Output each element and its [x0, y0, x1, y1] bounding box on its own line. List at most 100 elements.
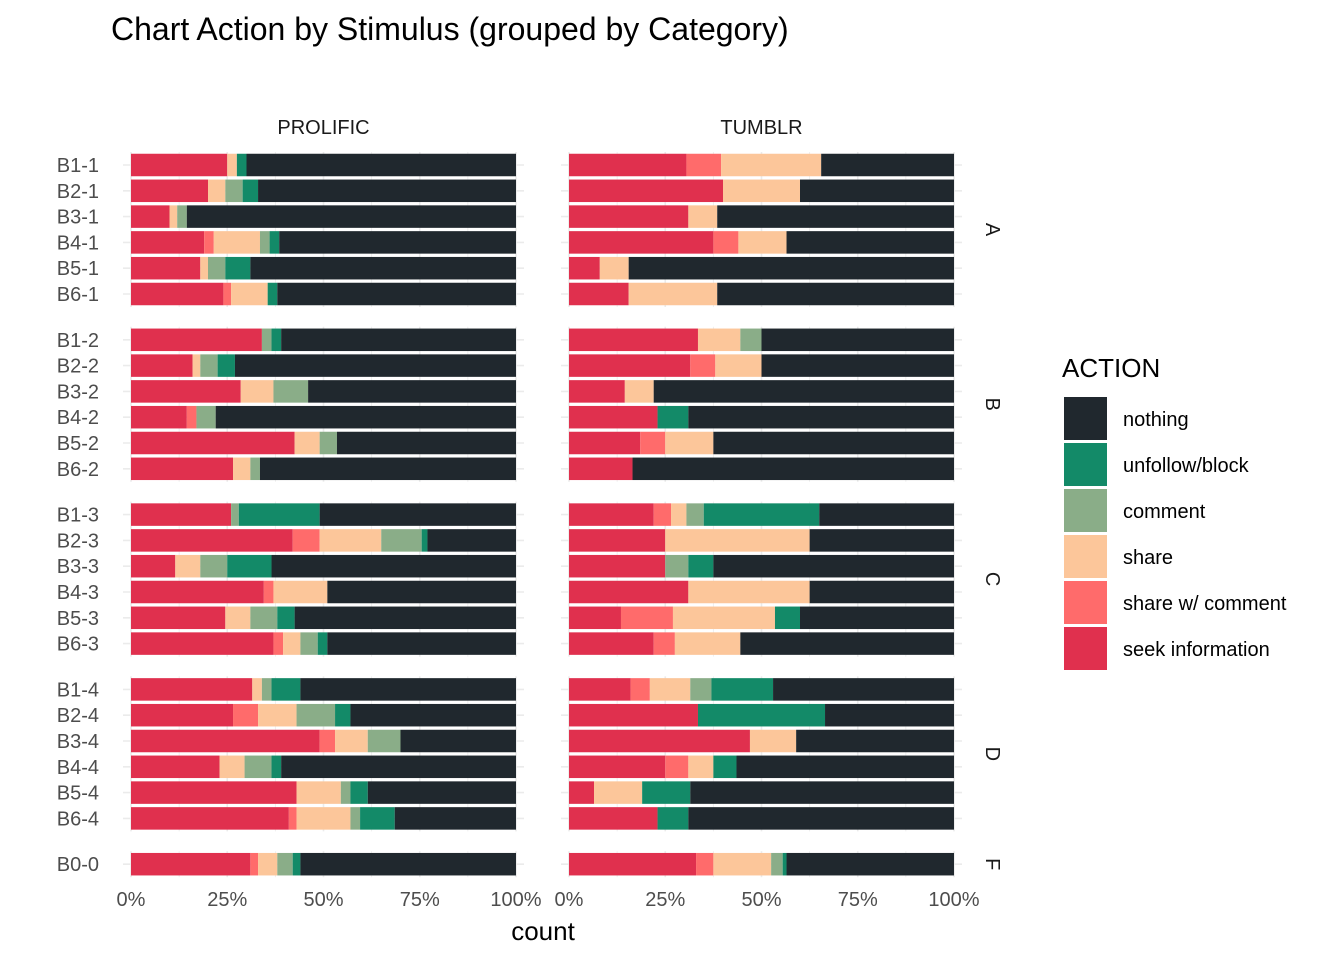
bar-segment-comment: [196, 405, 216, 429]
bar-segment-nothing: [773, 678, 954, 701]
bar-segment-share: [319, 529, 382, 552]
legend-item: unfollow/block: [1064, 443, 1250, 486]
bar-segment-nothing: [786, 852, 954, 876]
bar-segment-share: [624, 380, 654, 403]
bar-segment-seek-information: [131, 231, 205, 254]
facet-strip-prolific: PROLIFIC: [277, 117, 369, 139]
bar-segment-share-w-comment: [653, 503, 672, 526]
bar-segment-share-w-comment: [233, 703, 259, 727]
bar-segment-share-w-comment: [186, 405, 197, 429]
bar-segment-seek-information: [569, 729, 750, 753]
facet-panels: PROLIFIC TUMBLRB1-1B2-1B3-1B4-1B5-1B6-1AB…: [57, 117, 1003, 911]
bar-segment-seek-information: [131, 431, 295, 455]
x-tick-label: 25%: [645, 889, 685, 911]
bar-segment-unfollow-block: [774, 606, 800, 630]
bar-segment-nothing: [688, 807, 954, 830]
bar-segment-nothing: [246, 153, 516, 177]
bar-segment-share-w-comment: [319, 729, 336, 753]
x-tick-label: 0%: [555, 889, 584, 911]
bar-segment-seek-information: [569, 431, 641, 455]
bar-segment-share: [674, 632, 741, 655]
bar-segment-share: [688, 755, 714, 779]
bar-segment-seek-information: [131, 807, 289, 830]
legend-label: comment: [1123, 501, 1206, 523]
legend-swatch: [1064, 627, 1107, 670]
x-axis-title: count: [511, 916, 575, 946]
bar-segment-comment: [690, 678, 712, 701]
bar-segment-unfollow-block: [642, 781, 691, 804]
stimulus-label: B3-4: [57, 731, 99, 753]
bar-segment-nothing: [796, 729, 954, 753]
facet-strip-f: F: [981, 858, 1003, 870]
bar-segment-comment: [244, 755, 272, 779]
bar-segment-unfollow-block: [225, 256, 251, 280]
bar-segment-seek-information: [569, 755, 666, 779]
stimulus-label: B4-4: [57, 757, 99, 779]
legend-label: seek information: [1123, 639, 1270, 661]
bar-segment-unfollow-block: [277, 606, 295, 630]
legend-swatch: [1064, 443, 1107, 486]
bar-segment-unfollow-block: [271, 678, 301, 701]
bar-segment-nothing: [327, 580, 516, 604]
bar-segment-share: [231, 282, 268, 306]
legend-label: share: [1123, 547, 1173, 569]
bar-segment-nothing: [394, 807, 516, 830]
bar-segment-nothing: [713, 554, 954, 578]
bar-segment-seek-information: [569, 205, 689, 228]
bar-segment-seek-information: [569, 179, 723, 203]
bar-segment-share: [208, 179, 226, 203]
bar-segment-comment: [277, 852, 293, 876]
stimulus-label: B1-4: [57, 679, 99, 701]
legend-label: unfollow/block: [1123, 455, 1250, 477]
bar-segment-nothing: [308, 380, 516, 403]
bar-segment-share: [240, 380, 274, 403]
bar-segment-comment: [259, 231, 270, 254]
bar-segment-share: [628, 282, 718, 306]
bar-segment-comment: [261, 328, 272, 352]
bar-segment-nothing: [400, 729, 516, 753]
stimulus-label: B5-3: [57, 608, 99, 630]
bar-segment-seek-information: [131, 282, 224, 306]
bar-segment-share: [713, 852, 772, 876]
x-tick-label: 100%: [490, 889, 541, 911]
bar-segment-share: [233, 457, 251, 481]
bar-segment-share: [665, 529, 810, 552]
legend-swatch: [1064, 535, 1107, 578]
bar-segment-comment: [665, 554, 689, 578]
bar-segment-share: [192, 354, 201, 377]
facet-row-a: B1-1 B2-1 B3-1 B4-1 B5-1 B6-1 A: [57, 152, 1003, 307]
bar-segment-nothing: [800, 179, 954, 203]
bar-segment-seek-information: [131, 781, 297, 804]
bar-segment-seek-information: [569, 852, 697, 876]
bar-segment-unfollow-block: [421, 529, 428, 552]
bar-segment-unfollow-block: [335, 703, 351, 727]
x-tick-label: 0%: [117, 889, 146, 911]
bar-segment-share: [599, 256, 629, 280]
stimulus-label: B6-2: [57, 459, 99, 481]
bar-segment-share: [715, 354, 762, 377]
bar-segment-unfollow-block: [217, 354, 235, 377]
bar-segment-comment: [686, 503, 704, 526]
legend: nothing unfollow/block comment share share w…: [1064, 397, 1287, 670]
legend-item: comment: [1064, 489, 1206, 532]
stimulus-label: B6-1: [57, 284, 99, 306]
bar-segment-unfollow-block: [713, 755, 737, 779]
bar-segment-share: [594, 781, 643, 804]
bar-segment-seek-information: [131, 380, 241, 403]
bar-segment-seek-information: [131, 405, 187, 429]
bar-segment-comment: [250, 457, 260, 481]
bar-segment-seek-information: [569, 328, 698, 352]
bar-segment-seek-information: [131, 457, 234, 481]
bar-segment-share-w-comment: [653, 632, 675, 655]
bar-segment-unfollow-block: [697, 703, 826, 727]
bar-segment-seek-information: [569, 781, 595, 804]
bar-segment-seek-information: [569, 231, 714, 254]
legend-item: seek information: [1064, 627, 1270, 670]
bar-segment-seek-information: [131, 632, 274, 655]
stimulus-label: B4-2: [57, 407, 99, 429]
bar-segment-nothing: [427, 529, 516, 552]
bar-segment-unfollow-block: [782, 852, 787, 876]
bar-segment-unfollow-block: [360, 807, 395, 830]
bar-segment-share-w-comment: [223, 282, 232, 306]
